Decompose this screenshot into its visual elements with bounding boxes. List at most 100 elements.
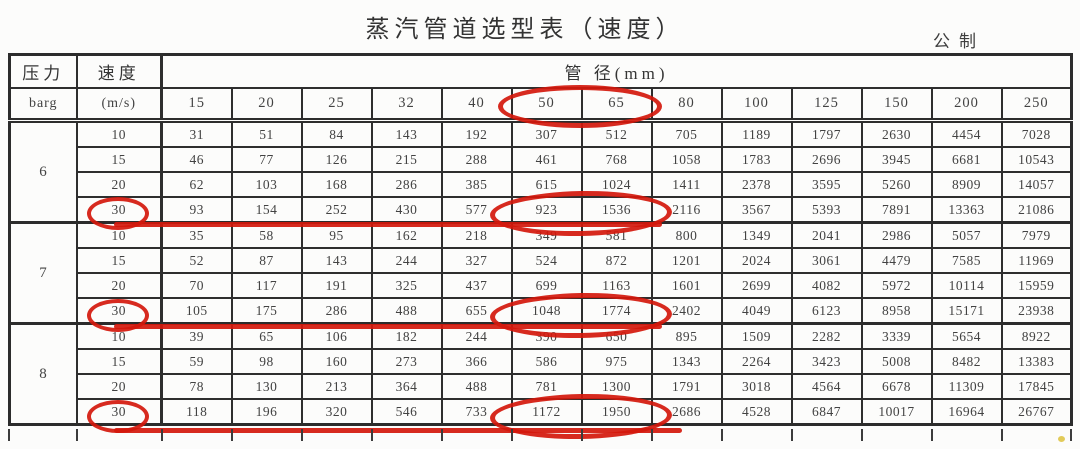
value-cell: 130 <box>230 373 303 400</box>
value-cell: 546 <box>370 398 443 426</box>
table-cutoff-stub <box>76 429 78 441</box>
value-cell: 1201 <box>650 247 723 274</box>
red-underline-pressure7-row30 <box>114 324 662 329</box>
value-cell: 62 <box>160 171 233 198</box>
value-cell: 103 <box>230 171 303 198</box>
table-cutoff-stub <box>231 429 233 441</box>
table-cutoff-stub <box>301 429 303 441</box>
value-cell: 252 <box>300 196 373 224</box>
red-circle-velocity30-pressure7 <box>87 299 149 332</box>
value-cell: 1791 <box>650 373 723 400</box>
value-cell: 23938 <box>1000 297 1073 325</box>
value-cell: 488 <box>370 297 443 325</box>
value-cell: 1509 <box>720 322 793 350</box>
value-cell: 1300 <box>580 373 653 400</box>
value-cell: 87 <box>230 247 303 274</box>
value-cell: 4454 <box>930 119 1003 148</box>
diameter-header-15: 15 <box>160 87 233 123</box>
value-cell: 84 <box>300 119 373 148</box>
value-cell: 2402 <box>650 297 723 325</box>
value-cell: 1343 <box>650 348 723 375</box>
table-row: 15 59 98 160 273 366 586 975 1343 2264 3423 5008 848… <box>10 348 1073 375</box>
table-row: 20 62 103 168 286 385 615 1024 1411 2378 3595 5260 8… <box>10 171 1073 198</box>
value-cell: 77 <box>230 146 303 173</box>
pressure-unit-label: barg <box>8 87 78 123</box>
value-cell: 3018 <box>720 373 793 400</box>
value-cell: 8909 <box>930 171 1003 198</box>
value-cell: 1172 <box>510 398 583 426</box>
table-cutoff-stub <box>581 429 583 441</box>
value-cell: 105 <box>160 297 233 325</box>
value-cell: 118 <box>160 398 233 426</box>
pipe-sizing-table: 压力 速度 管 径(mm) barg (m/s) 15 20 25 32 40 … <box>8 53 1073 426</box>
value-cell: 364 <box>370 373 443 400</box>
value-cell: 4082 <box>790 272 863 299</box>
velocity-cell: 15 <box>75 247 163 274</box>
pressure-cell: 7 <box>8 221 78 325</box>
value-cell: 31 <box>160 119 233 148</box>
value-cell: 1189 <box>720 119 793 148</box>
value-cell: 615 <box>510 171 583 198</box>
red-underline-pressure6-row30 <box>114 222 662 227</box>
value-cell: 3339 <box>860 322 933 350</box>
value-cell: 26767 <box>1000 398 1073 426</box>
value-cell: 2686 <box>650 398 723 426</box>
value-cell: 59 <box>160 348 233 375</box>
velocity-cell: 20 <box>75 272 163 299</box>
table-cutoff-stub <box>1001 429 1003 441</box>
value-cell: 5008 <box>860 348 933 375</box>
table-cutoff-stub <box>441 429 443 441</box>
table-cutoff-stub <box>651 429 653 441</box>
value-cell: 16964 <box>930 398 1003 426</box>
value-cell: 1024 <box>580 171 653 198</box>
value-cell: 895 <box>650 322 723 350</box>
value-cell: 46 <box>160 146 233 173</box>
value-cell: 2378 <box>720 171 793 198</box>
table-cutoff-stub <box>1070 429 1072 441</box>
table-cutoff-stub <box>861 429 863 441</box>
velocity-cell: 20 <box>75 373 163 400</box>
value-cell: 699 <box>510 272 583 299</box>
value-cell: 7585 <box>930 247 1003 274</box>
value-cell: 143 <box>300 247 373 274</box>
value-cell: 1058 <box>650 146 723 173</box>
value-cell: 1797 <box>790 119 863 148</box>
diameter-header-32: 32 <box>370 87 443 123</box>
value-cell: 4049 <box>720 297 793 325</box>
value-cell: 14057 <box>1000 171 1073 198</box>
value-cell: 524 <box>510 247 583 274</box>
value-cell: 15171 <box>930 297 1003 325</box>
value-cell: 3945 <box>860 146 933 173</box>
value-cell: 93 <box>160 196 233 224</box>
value-cell: 10114 <box>930 272 1003 299</box>
value-cell: 52 <box>160 247 233 274</box>
pressure-cell: 8 <box>8 322 78 426</box>
value-cell: 2699 <box>720 272 793 299</box>
value-cell: 10017 <box>860 398 933 426</box>
value-cell: 7028 <box>1000 119 1073 148</box>
value-cell: 8958 <box>860 297 933 325</box>
value-cell: 244 <box>370 247 443 274</box>
pressure-cell: 6 <box>8 119 78 224</box>
value-cell: 273 <box>370 348 443 375</box>
value-cell: 213 <box>300 373 373 400</box>
table-cutoff-stub <box>371 429 373 441</box>
value-cell: 10543 <box>1000 146 1073 173</box>
table-cutoff-stub <box>791 429 793 441</box>
value-cell: 2696 <box>790 146 863 173</box>
value-cell: 15959 <box>1000 272 1073 299</box>
value-cell: 488 <box>440 373 513 400</box>
diameter-header-150: 150 <box>860 87 933 123</box>
diameter-header-200: 200 <box>930 87 1003 123</box>
value-cell: 78 <box>160 373 233 400</box>
value-cell: 4479 <box>860 247 933 274</box>
value-cell: 286 <box>370 171 443 198</box>
value-cell: 117 <box>230 272 303 299</box>
value-cell: 800 <box>650 221 723 249</box>
red-circle-diameters-50-65 <box>498 85 662 128</box>
velocity-cell: 10 <box>75 119 163 148</box>
value-cell: 1950 <box>580 398 653 426</box>
value-cell: 3423 <box>790 348 863 375</box>
velocity-cell: 20 <box>75 171 163 198</box>
diameter-span-header: 管 径(mm) <box>160 53 1073 89</box>
